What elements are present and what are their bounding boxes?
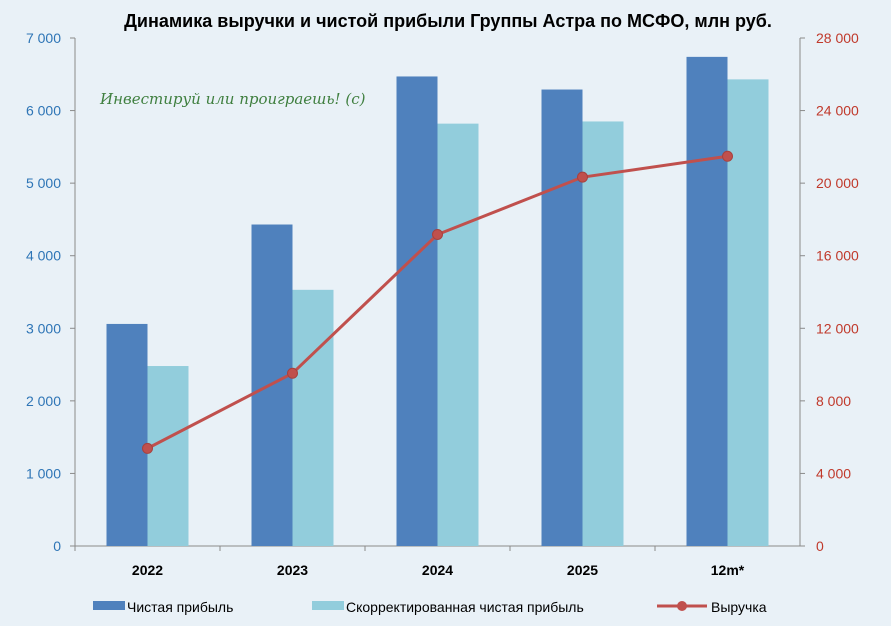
left-tick-label: 1 000 (26, 465, 61, 481)
x-tick-label: 2022 (132, 562, 163, 578)
x-tick-label: 2024 (422, 562, 453, 578)
net-profit-bar (396, 76, 438, 546)
legend-label-0: Чистая прибыль (127, 599, 233, 615)
legend-marker-2 (677, 601, 687, 611)
x-tick-label: 2023 (277, 562, 308, 578)
x-tick-label: 2025 (567, 562, 598, 578)
revenue-point (287, 367, 298, 379)
left-tick-label: 6 000 (26, 103, 61, 119)
right-tick-label: 0 (816, 538, 824, 554)
right-tick-label: 20 000 (816, 175, 859, 191)
legend-label-1: Скорректированная чистая прибыль (346, 599, 584, 615)
right-tick-label: 8 000 (816, 393, 851, 409)
revenue-point (142, 442, 153, 454)
adjusted-profit-bar (727, 79, 769, 546)
revenue-line-group (142, 150, 733, 454)
right-tick-label: 12 000 (816, 320, 859, 336)
adjusted-profit-bar (582, 121, 624, 546)
left-tick-label: 2 000 (26, 393, 61, 409)
left-tick-label: 5 000 (26, 175, 61, 191)
revenue-point (577, 171, 588, 183)
legend: Чистая прибыль Скорректированная чистая п… (93, 599, 767, 615)
left-tick-label: 7 000 (26, 30, 61, 46)
adjusted-profit-bar (292, 289, 334, 546)
net-profit-bar (686, 56, 728, 547)
right-tick-label: 24 000 (816, 103, 859, 119)
adjusted-profit-bar (437, 123, 479, 547)
net-profit-bar (106, 323, 148, 546)
left-tick-label: 0 (53, 538, 61, 554)
chart-title: Динамика выручки и чистой прибыли Группы… (124, 11, 772, 31)
legend-label-2: Выручка (711, 599, 767, 615)
revenue-point (432, 228, 443, 240)
revenue-point (722, 150, 733, 162)
net-profit-bar (541, 89, 583, 547)
watermark-text: Инвестируй или проиграешь! (с) (99, 90, 366, 108)
left-tick-label: 4 000 (26, 248, 61, 264)
right-tick-label: 28 000 (816, 30, 859, 46)
left-tick-label: 3 000 (26, 320, 61, 336)
legend-swatch-1 (312, 601, 344, 610)
legend-swatch-0 (93, 601, 125, 610)
adjusted-profit-bar (147, 366, 189, 546)
x-tick-label: 12m* (711, 562, 745, 578)
axes-group: 0 1 000 2 000 3 000 4 000 5 000 6 000 7 000 0 4 0… (26, 30, 859, 578)
right-tick-label: 16 000 (816, 248, 859, 264)
right-tick-label: 4 000 (816, 465, 851, 481)
bars-group (106, 56, 769, 547)
